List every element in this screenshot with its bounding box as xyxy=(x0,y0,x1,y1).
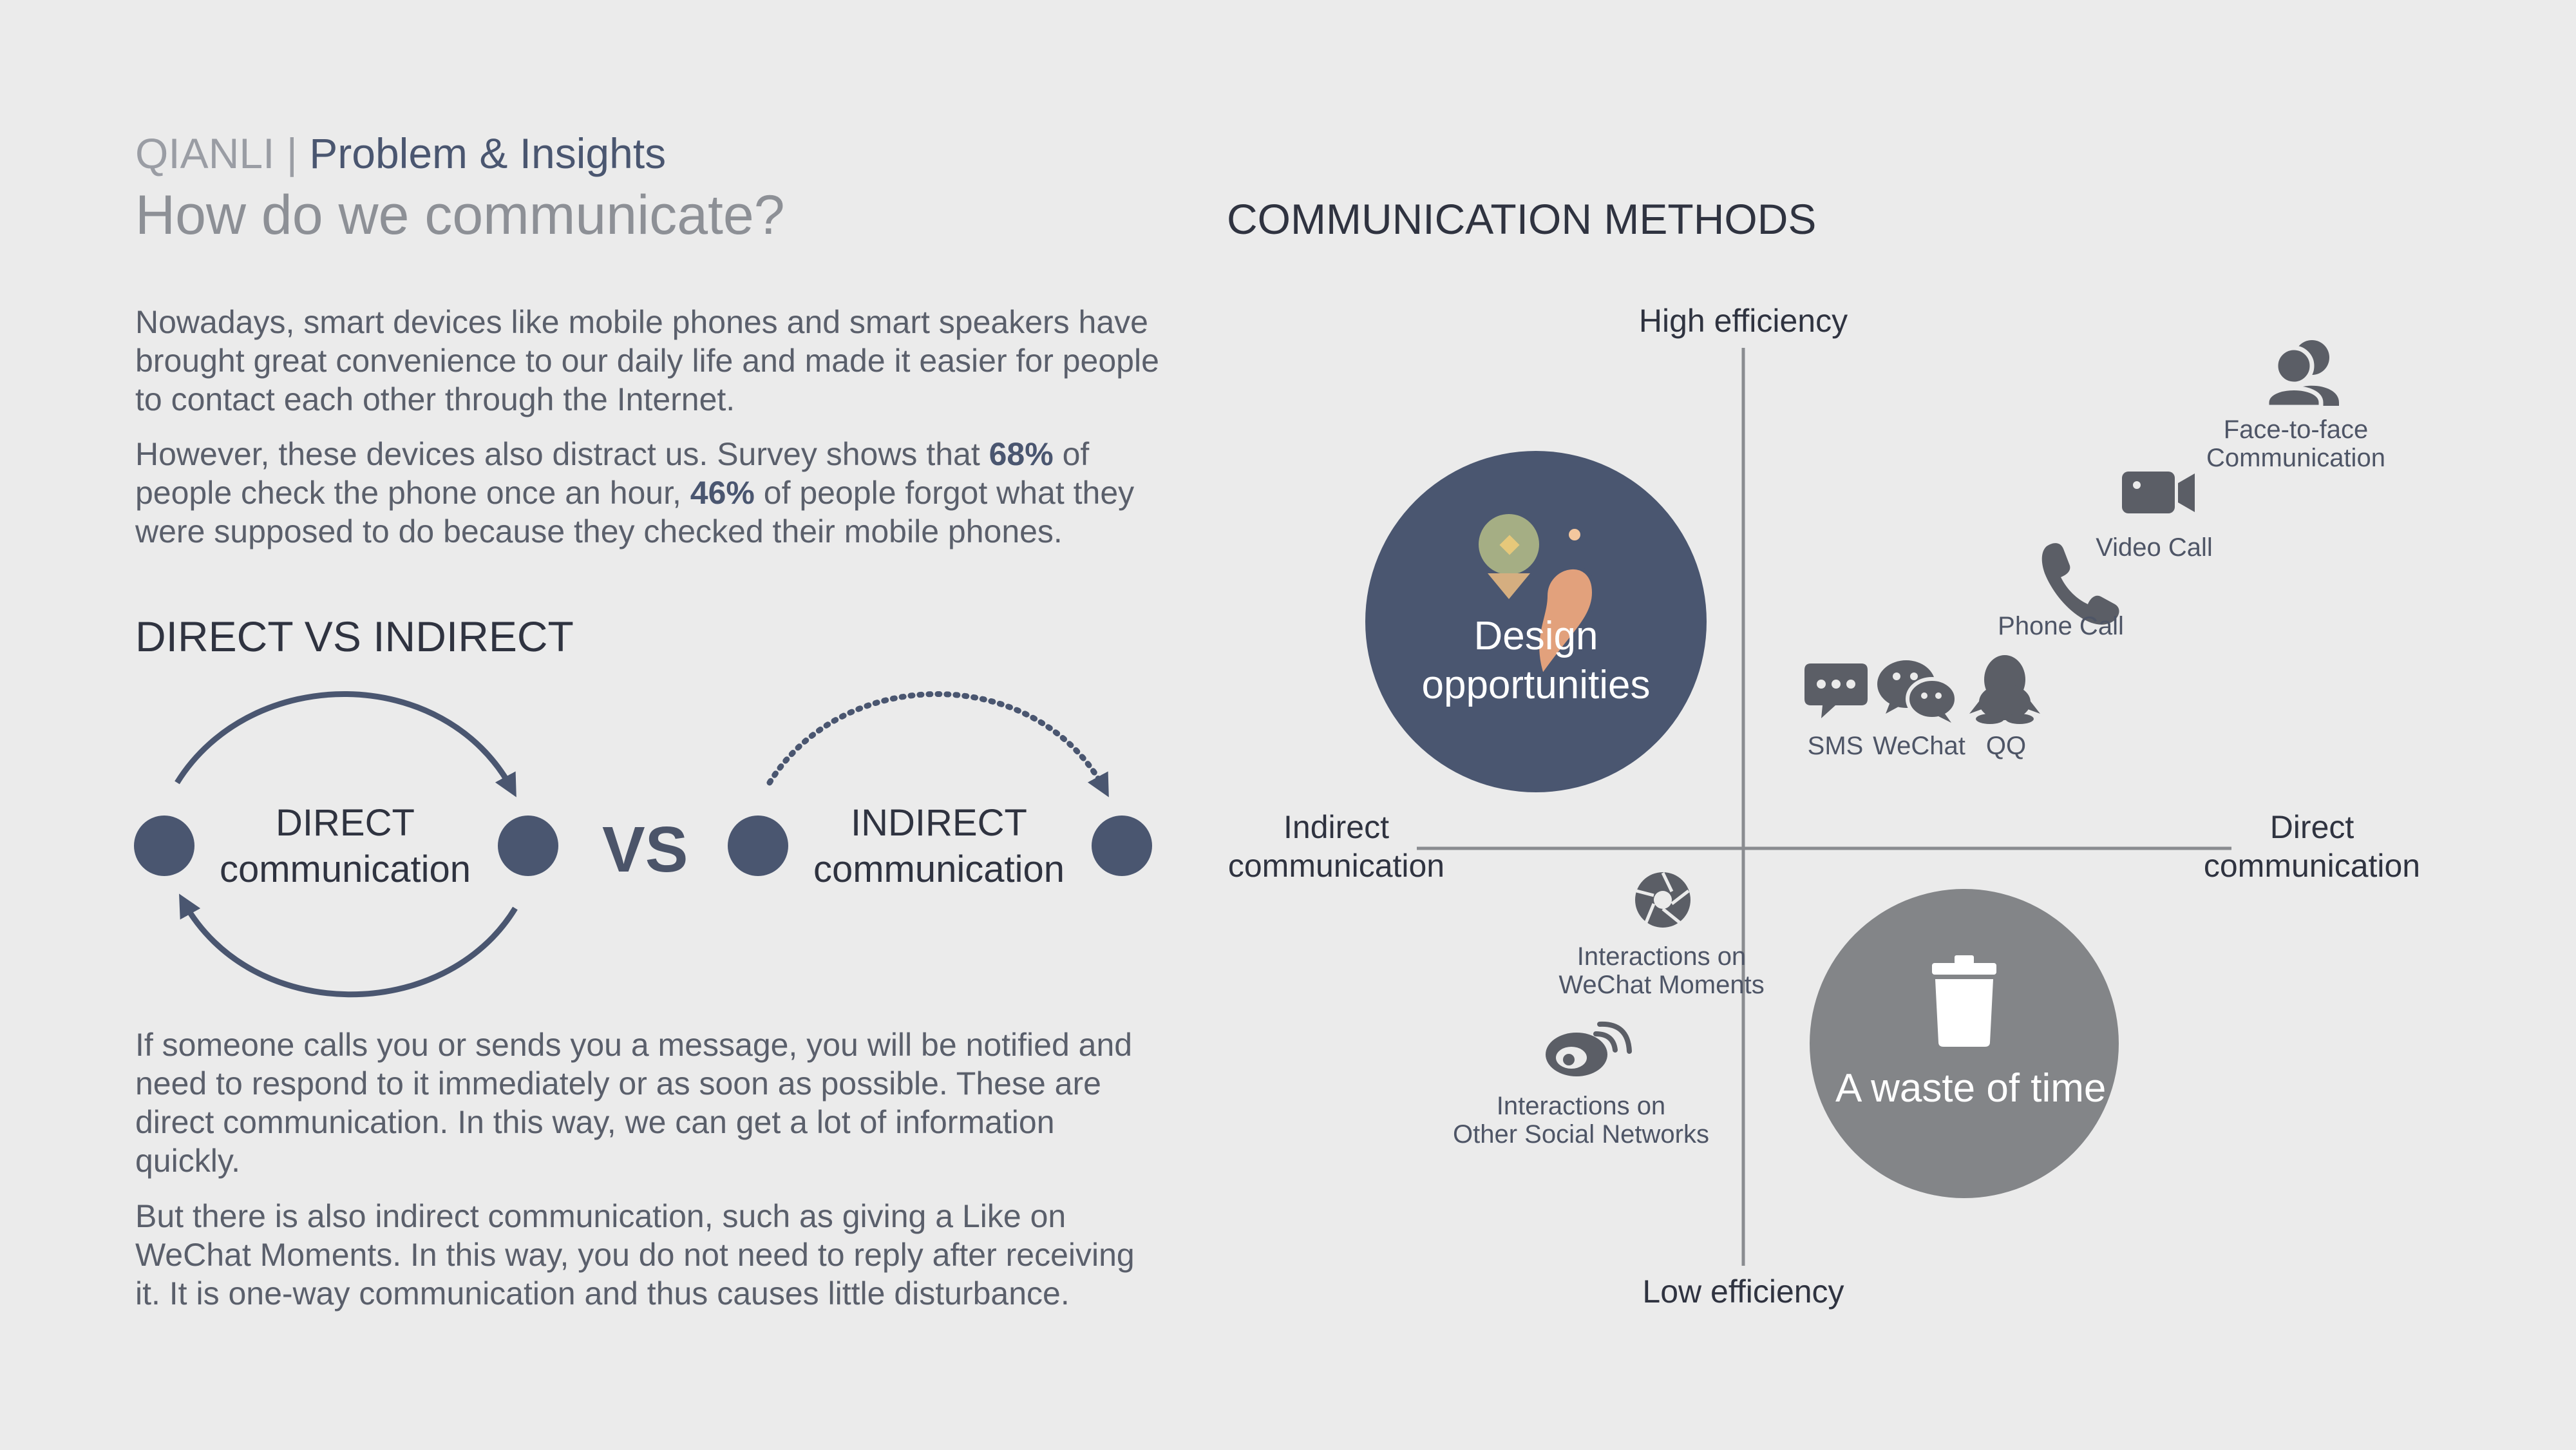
explanation-paragraph-1: If someone calls you or sends you a mess… xyxy=(135,1027,1133,1179)
qq-penguin-icon xyxy=(1969,655,2040,724)
axis-label-direct-line1: Direct xyxy=(2269,809,2354,845)
intro-paragraph-2: However, these devices also distract us.… xyxy=(135,435,1166,551)
axis-label-indirect-line2: communication xyxy=(1227,848,1445,884)
page-title: How do we communicate? xyxy=(135,184,785,246)
indirect-label: INDIRECT communication xyxy=(810,800,1068,893)
design-label-line1: Design xyxy=(1473,614,1598,658)
axis-label-indirect: Indirect communication xyxy=(1208,808,1465,885)
brand-name: QIANLI xyxy=(135,129,275,177)
camera-aperture-icon xyxy=(1635,872,1690,928)
direct-vs-indirect-heading: DIRECT VS INDIRECT xyxy=(135,613,574,660)
label-sms: SMS xyxy=(1807,732,1864,760)
brand-separator: | xyxy=(286,129,298,177)
people-icon xyxy=(2264,340,2339,410)
design-label-line2: opportunities xyxy=(1421,663,1651,707)
indirect-dotted-arrow xyxy=(766,691,1109,797)
label-face-line1: Face-to-face xyxy=(2223,415,2369,444)
waste-of-time-label: A waste of time xyxy=(1835,1066,2107,1111)
label-qq: QQ xyxy=(1985,732,2027,760)
wechat-icon xyxy=(1877,660,1958,723)
direct-top-arrow xyxy=(175,691,516,797)
label-moments-line2: WeChat Moments xyxy=(1558,971,1765,999)
stat-highlight: 68% xyxy=(989,436,1054,472)
indirect-label-line2: communication xyxy=(813,848,1065,890)
design-opportunities-label: Design opportunities xyxy=(1407,612,1665,710)
direct-left-node xyxy=(134,816,194,876)
section-title: Problem & Insights xyxy=(309,129,667,177)
label-social-line1: Interactions on xyxy=(1496,1092,1666,1120)
intro-text: of people forgot what they were supposed… xyxy=(135,475,1135,549)
phone-icon xyxy=(2041,543,2119,625)
axis-label-indirect-line1: Indirect xyxy=(1283,809,1389,845)
video-camera-icon xyxy=(2122,472,2195,513)
label-video-call: Video Call xyxy=(2096,533,2213,562)
indirect-left-node xyxy=(728,816,788,876)
label-other-social-networks: Interactions on Other Social Networks xyxy=(1420,1092,1742,1149)
label-wechat: WeChat xyxy=(1873,732,1965,760)
direct-bottom-arrow xyxy=(179,893,518,998)
direct-label-line1: DIRECT xyxy=(276,802,415,844)
trash-can-icon xyxy=(1932,955,1996,1047)
label-phone-call: Phone Call xyxy=(1998,612,2124,640)
intro-text: of people check the phone once an hour, xyxy=(135,436,1090,511)
brand-header: QIANLI | Problem & Insights xyxy=(135,129,666,178)
stat-highlight: 46% xyxy=(690,475,755,511)
sms-bubble-icon xyxy=(1804,663,1868,718)
explanation-paragraph-2: But there is also indirect communication… xyxy=(135,1198,1135,1312)
axis-label-direct: Direct communication xyxy=(2183,808,2441,885)
direct-label: DIRECT communication xyxy=(216,800,474,893)
weibo-icon xyxy=(1546,1021,1632,1076)
vs-label: VS xyxy=(602,814,688,886)
label-face-to-face: Face-to-face Communication xyxy=(2183,415,2409,472)
indirect-label-line1: INDIRECT xyxy=(851,802,1027,844)
location-pins-icon xyxy=(1475,510,1596,681)
indirect-right-node xyxy=(1092,816,1152,876)
axis-label-direct-line2: communication xyxy=(2203,848,2421,884)
design-opportunities-circle xyxy=(1365,451,1707,792)
intro-paragraph-1: Nowadays, smart devices like mobile phon… xyxy=(135,304,1159,417)
direct-right-node xyxy=(498,816,558,876)
axis-label-high-efficiency: High efficiency xyxy=(1638,303,1848,339)
label-social-line2: Other Social Networks xyxy=(1453,1120,1709,1149)
label-wechat-moments: Interactions on WeChat Moments xyxy=(1533,942,1790,999)
axis-label-low-efficiency: Low efficiency xyxy=(1642,1274,1844,1310)
communication-methods-heading: COMMUNICATION METHODS xyxy=(1227,195,1817,243)
label-moments-line1: Interactions on xyxy=(1577,942,1747,971)
direct-label-line2: communication xyxy=(219,848,471,890)
intro-text: However, these devices also distract us.… xyxy=(135,436,989,472)
label-face-line2: Communication xyxy=(2206,444,2385,472)
